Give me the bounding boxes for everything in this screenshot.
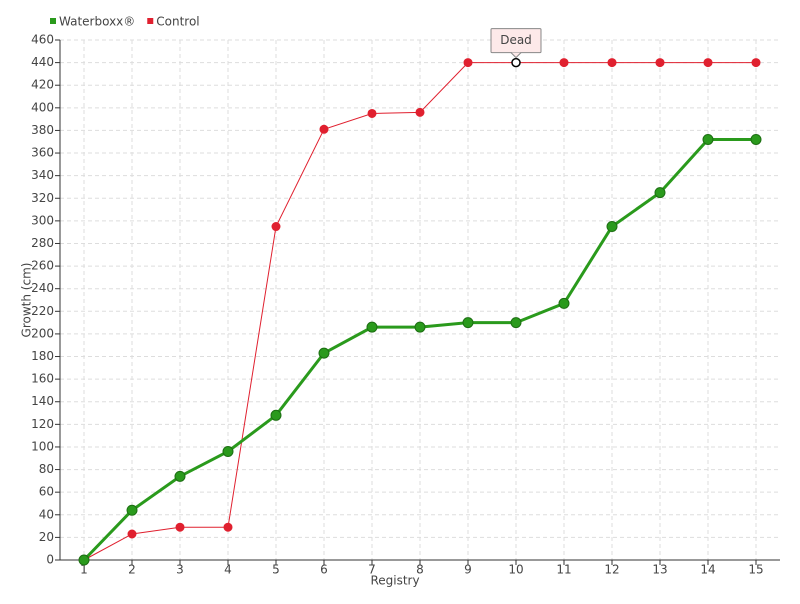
data-point (751, 58, 761, 68)
data-point (654, 187, 666, 199)
x-tick-label: 12 (604, 563, 619, 577)
data-point (702, 133, 714, 145)
data-point (655, 58, 665, 68)
y-tick-label: 60 (39, 485, 54, 499)
x-tick-label: 15 (748, 563, 763, 577)
x-tick-label: 3 (176, 563, 184, 577)
annotation: Dead (490, 28, 542, 59)
x-tick-label: 6 (320, 563, 328, 577)
y-tick-label: 140 (31, 394, 54, 408)
y-tick-label: 120 (31, 417, 54, 431)
x-tick-label: 10 (508, 563, 523, 577)
y-tick-label: 40 (39, 507, 54, 521)
data-point (318, 347, 330, 359)
x-tick-label: 8 (416, 563, 424, 577)
data-point (78, 554, 90, 566)
y-tick-label: 0 (46, 553, 54, 567)
x-tick-label: 11 (556, 563, 571, 577)
data-point (414, 321, 426, 333)
y-tick-label: 300 (31, 213, 54, 227)
x-tick-label: 2 (128, 563, 136, 577)
data-point (223, 522, 233, 532)
legend-label: Waterboxx® (59, 15, 135, 29)
data-point (510, 317, 522, 329)
data-point (319, 124, 329, 134)
x-tick-label: 4 (224, 563, 232, 577)
y-tick-label: 100 (31, 439, 54, 453)
y-tick-label: 280 (31, 236, 54, 250)
data-point (175, 522, 185, 532)
x-tick-label: 7 (368, 563, 376, 577)
y-tick-label: 360 (31, 146, 54, 160)
legend-swatch (147, 18, 154, 24)
y-tick-label: 220 (31, 304, 54, 318)
data-point (750, 133, 762, 145)
x-tick-label: 1 (80, 563, 88, 577)
x-tick-label: 14 (700, 563, 715, 577)
y-tick-label: 440 (31, 55, 54, 69)
data-point (367, 108, 377, 118)
y-tick-label: 160 (31, 372, 54, 386)
y-tick-label: 180 (31, 349, 54, 363)
data-point (558, 297, 570, 309)
x-tick-label: 5 (272, 563, 280, 577)
y-tick-label: 380 (31, 123, 54, 137)
y-tick-label: 320 (31, 191, 54, 205)
y-tick-label: 420 (31, 78, 54, 92)
data-point (271, 222, 281, 232)
data-point (703, 58, 713, 68)
data-point (222, 445, 234, 457)
data-point (270, 409, 282, 421)
y-tick-label: 240 (31, 281, 54, 295)
y-tick-label: 400 (31, 100, 54, 114)
data-point (607, 58, 617, 68)
y-tick-label: 340 (31, 168, 54, 182)
data-point (559, 58, 569, 68)
data-point (462, 317, 474, 329)
y-tick-label: 260 (31, 259, 54, 273)
data-point (463, 58, 473, 68)
y-tick-label: 460 (31, 33, 54, 47)
x-tick-label: 13 (652, 563, 667, 577)
y-axis-label: Growth (cm) (20, 263, 34, 338)
y-tick-label: 20 (39, 530, 54, 544)
data-point (511, 57, 521, 68)
y-tick-label: 80 (39, 462, 54, 476)
data-point (126, 504, 138, 516)
data-point (174, 470, 186, 482)
data-point (606, 221, 618, 233)
annotation-pointer (510, 52, 522, 59)
data-point (366, 321, 378, 333)
y-tick-label: 200 (31, 326, 54, 340)
data-point (127, 529, 137, 539)
x-axis-label: Registry (370, 574, 419, 588)
x-tick-label: 9 (464, 563, 472, 577)
legend-swatch (50, 18, 56, 24)
legend-label: Control (156, 15, 199, 29)
annotation-text: Dead (500, 33, 532, 47)
data-point (415, 107, 425, 117)
